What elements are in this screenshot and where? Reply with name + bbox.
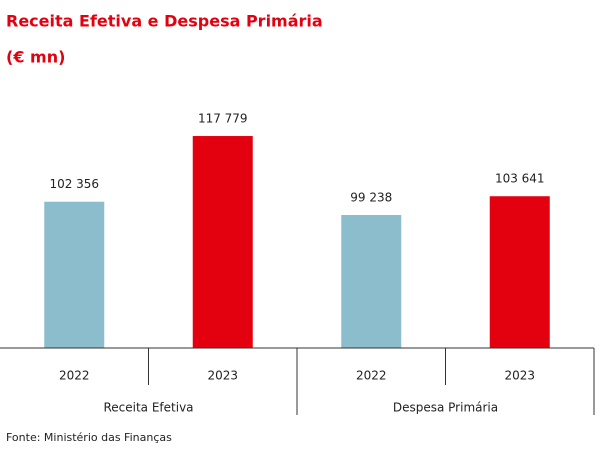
bar [192,136,253,348]
x-tick-label: 2023 [504,369,535,383]
x-tick-label: 2023 [207,369,238,383]
value-label: 99 238 [350,190,392,204]
bar [341,214,402,348]
chart-title: Receita Efetiva e Despesa Primária [6,12,323,31]
bar [489,196,550,348]
value-label: 117 779 [198,112,248,126]
value-label: 103 641 [495,172,545,186]
chart-subtitle: (€ mn) [6,48,65,67]
x-tick-label: 2022 [356,369,387,383]
group-label: Receita Efetiva [103,401,193,415]
x-tick-label: 2022 [59,369,90,383]
value-label: 102 356 [49,177,99,191]
source: Fonte: Ministério das Finanças [6,431,172,444]
group-label: Despesa Primária [393,401,498,415]
bar [44,201,105,348]
